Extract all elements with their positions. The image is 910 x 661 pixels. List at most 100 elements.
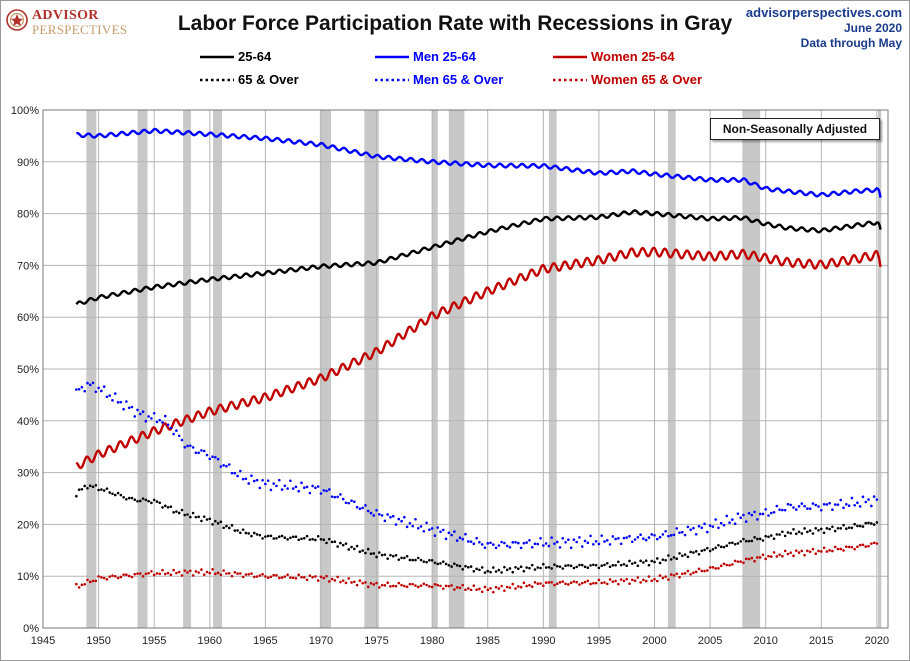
- x-tick-label: 1980: [420, 635, 444, 647]
- data-point: [364, 581, 367, 584]
- data-point: [530, 563, 534, 567]
- data-point: [831, 549, 834, 553]
- data-point: [839, 527, 843, 530]
- data-point: [194, 515, 198, 519]
- data-point: [266, 479, 270, 482]
- data-point: [414, 518, 417, 521]
- data-point: [833, 503, 837, 506]
- data-point: [875, 542, 879, 545]
- data-point: [464, 564, 467, 568]
- data-point: [611, 563, 615, 567]
- data-point: [847, 504, 851, 507]
- data-point: [205, 570, 209, 574]
- data-point: [77, 387, 81, 391]
- data-point: [375, 509, 378, 512]
- data-point: [847, 545, 851, 549]
- data-point: [597, 578, 601, 582]
- data-point: [208, 517, 212, 521]
- data-point: [97, 575, 100, 578]
- axes: [42, 109, 889, 629]
- data-point: [447, 584, 451, 588]
- data-point: [244, 477, 248, 481]
- data-point: [172, 432, 175, 436]
- site-url[interactable]: advisorperspectives.com: [745, 5, 902, 20]
- data-point: [175, 510, 178, 513]
- data-point: [497, 587, 501, 590]
- data-point: [294, 535, 298, 539]
- data-point: [408, 582, 412, 586]
- data-point: [111, 399, 114, 402]
- data-point: [272, 482, 276, 485]
- data-point: [411, 582, 414, 586]
- data-point: [311, 537, 314, 541]
- data-point: [592, 581, 595, 585]
- data-point: [858, 524, 862, 528]
- data-point: [339, 493, 342, 496]
- data-point: [294, 485, 298, 489]
- data-point: [250, 572, 253, 575]
- data-point: [405, 554, 409, 558]
- data-point: [636, 576, 640, 579]
- data-point: [536, 566, 540, 569]
- data-point: [175, 571, 178, 575]
- data-point: [811, 532, 815, 535]
- data-point: [183, 513, 187, 517]
- data-point: [586, 541, 590, 545]
- data-point: [208, 457, 212, 461]
- data-point: [505, 568, 509, 572]
- data-point: [736, 560, 740, 563]
- data-point: [569, 581, 573, 585]
- data-point: [650, 533, 654, 536]
- data-point: [158, 418, 162, 422]
- data-point: [555, 564, 559, 568]
- data-point: [725, 563, 729, 567]
- data-point: [703, 548, 706, 552]
- data-point: [575, 540, 578, 544]
- data-point: [833, 545, 837, 549]
- data-point: [258, 533, 262, 537]
- data-point: [528, 538, 531, 542]
- data-point: [450, 533, 453, 537]
- data-point: [202, 573, 206, 576]
- data-point: [386, 557, 389, 560]
- data-point: [369, 581, 373, 585]
- data-point: [164, 414, 167, 418]
- data-point: [372, 583, 376, 586]
- data-point: [497, 568, 501, 572]
- data-point: [152, 498, 156, 502]
- data-point: [469, 588, 473, 592]
- data-point: [108, 394, 112, 397]
- logo-line2: PERSPECTIVES: [32, 22, 128, 37]
- data-point: [553, 542, 556, 545]
- data-point: [492, 543, 495, 546]
- data-point: [425, 521, 428, 525]
- data-point: [222, 526, 225, 530]
- data-point: [400, 519, 403, 523]
- data-point: [138, 572, 142, 575]
- data-point: [277, 535, 281, 539]
- data-point: [514, 540, 517, 544]
- data-point: [825, 527, 829, 530]
- x-tick-label: 1945: [31, 635, 55, 647]
- data-point: [166, 423, 170, 427]
- data-point: [355, 544, 359, 548]
- data-point: [706, 530, 709, 534]
- y-tick-label: 60%: [17, 312, 39, 324]
- data-point: [394, 584, 398, 588]
- data-point: [764, 557, 767, 561]
- data-point: [653, 534, 656, 537]
- data-point: [800, 502, 804, 505]
- data-point: [519, 585, 523, 589]
- data-point: [403, 584, 406, 588]
- data-point: [275, 536, 278, 540]
- data-point: [83, 484, 86, 488]
- data-point: [789, 531, 793, 535]
- data-point: [664, 529, 667, 533]
- data-point: [686, 569, 690, 573]
- data-point: [455, 586, 459, 589]
- data-point: [416, 556, 420, 560]
- data-point: [116, 576, 120, 580]
- data-point: [833, 529, 837, 533]
- data-point: [678, 531, 681, 534]
- data-point: [783, 508, 787, 512]
